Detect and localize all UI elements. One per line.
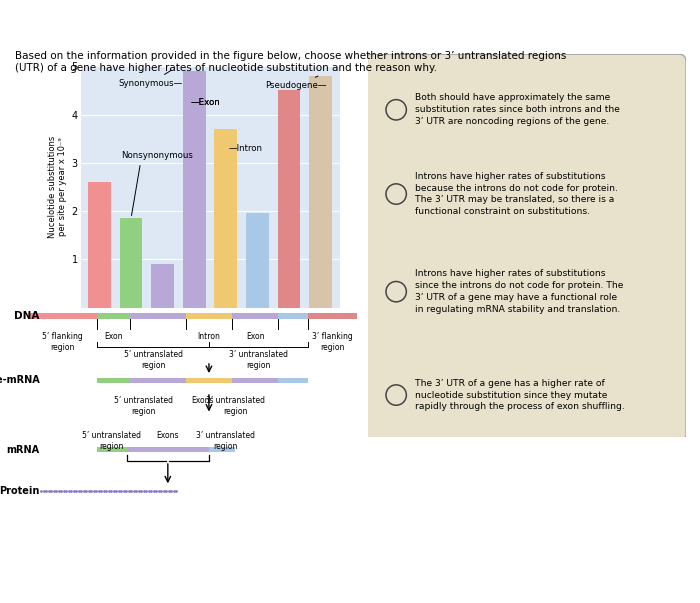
Text: Synonymous—: Synonymous— [118,70,183,87]
Text: 3’ untranslated
region: 3’ untranslated region [229,350,288,370]
Text: Exons: Exons [157,431,179,440]
Bar [130,313,186,319]
Bar [278,377,307,383]
Bar [246,213,269,308]
Text: Exon: Exon [246,332,265,341]
Bar [88,182,111,308]
Bar [120,218,142,308]
Bar [232,313,278,319]
Y-axis label: Nucelotide substitutions
per site per year x 10⁻⁹: Nucelotide substitutions per site per ye… [48,136,67,238]
Text: Introns have higher rates of substitutions
because the introns do not code for p: Introns have higher rates of substitutio… [415,172,618,216]
Bar [127,447,209,452]
Bar [278,313,307,319]
Text: 5’ untranslated
region: 5’ untranslated region [113,396,173,415]
Text: —Exon: —Exon [191,98,220,107]
Text: 5’ untranslated
region: 5’ untranslated region [123,350,183,370]
Text: Exons: Exons [191,396,214,405]
Text: Based on the information provided in the figure below, choose whether introns or: Based on the information provided in the… [15,51,567,62]
Text: mRNA: mRNA [6,444,39,455]
Text: —Intron: —Intron [229,144,263,153]
Bar [214,129,237,308]
Text: Pre-mRNA: Pre-mRNA [0,375,39,385]
Bar [209,447,235,452]
Text: Nonsynonymous: Nonsynonymous [122,151,193,160]
Text: 3’ untranslated
region: 3’ untranslated region [206,396,265,415]
Text: The 3’ UTR of a gene has a higher rate of
nucleotide substitution since they mut: The 3’ UTR of a gene has a higher rate o… [415,379,625,411]
Text: Intron: Intron [197,332,220,341]
Text: Protein: Protein [0,486,39,496]
Text: 5’ untranslated
region: 5’ untranslated region [83,431,141,450]
Text: Exon: Exon [104,332,122,341]
Text: DNA: DNA [14,311,39,321]
Bar [28,313,97,319]
Bar [309,76,332,308]
Bar [183,71,206,308]
Bar [151,264,174,308]
Bar [97,447,127,452]
Text: Pseudogene—: Pseudogene— [265,76,327,90]
Bar [307,313,357,319]
Text: (UTR) of a gene have higher rates of nucleotide substitution and the reason why.: (UTR) of a gene have higher rates of nuc… [15,63,437,74]
Text: Introns have higher rates of substitutions
since the introns do not code for pro: Introns have higher rates of substitutio… [415,270,624,314]
Bar [130,377,186,383]
Text: 5’ flanking
region: 5’ flanking region [42,332,83,352]
Text: 3’ flanking
region: 3’ flanking region [312,332,353,352]
Bar [97,313,130,319]
Text: Both should have approximately the same
substitution rates since both introns an: Both should have approximately the same … [415,93,620,126]
Bar [278,90,300,308]
Text: —Exon: —Exon [191,98,220,107]
Bar [232,377,278,383]
FancyBboxPatch shape [364,54,686,441]
Bar [186,313,232,319]
Bar [97,377,130,383]
Text: 3’ untranslated
region: 3’ untranslated region [196,431,255,450]
Bar [186,377,232,383]
